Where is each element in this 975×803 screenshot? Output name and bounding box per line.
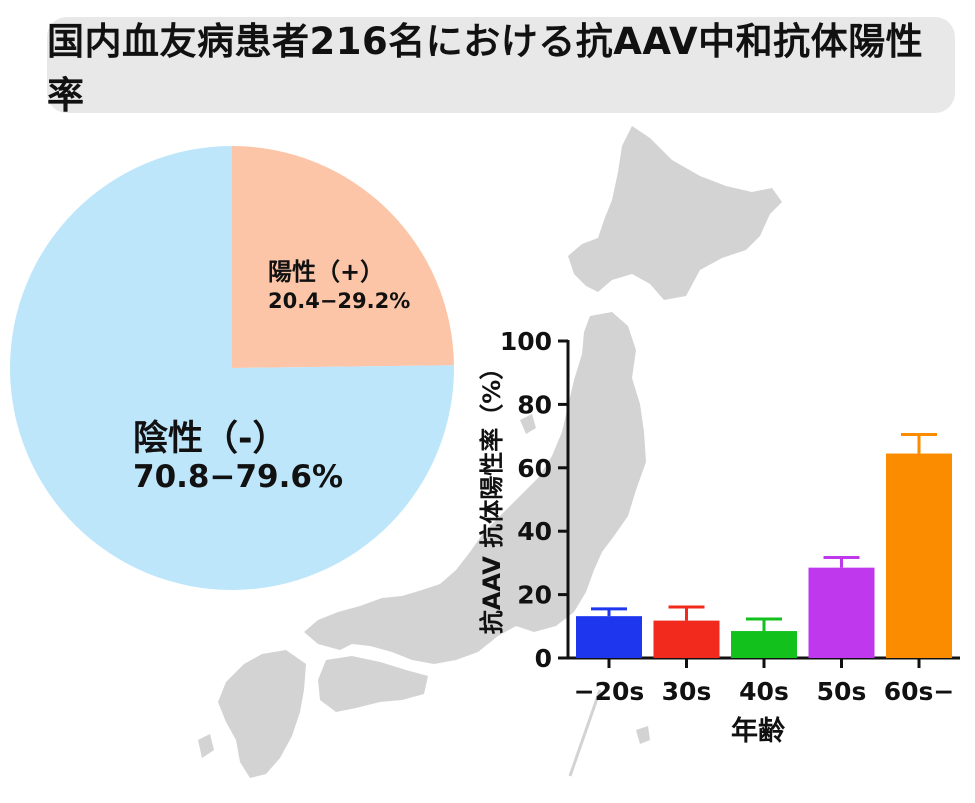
y-tick-label: 80 [517, 390, 552, 419]
pie-label-negative: 陰性（-） [133, 419, 288, 459]
y-tick-label: 60 [517, 454, 552, 483]
pie-label-positive: 陽性（+） [268, 258, 384, 286]
shikoku-shape [318, 656, 428, 712]
island-shape [636, 726, 650, 744]
x-tick-label-3: 50s [817, 677, 867, 706]
honshu-shape [304, 312, 646, 664]
map-divider-line [568, 689, 602, 777]
bar-3 [808, 567, 875, 658]
island-shape [198, 734, 214, 758]
y-tick-label: 0 [535, 644, 552, 673]
bar-2 [731, 631, 797, 658]
x-axis-label: 年齢 [731, 715, 785, 747]
y-axis-label: 抗AAV 抗体陽性率（%） [478, 356, 506, 635]
kyushu-shape [218, 650, 306, 778]
bar-chart-bars [576, 433, 952, 658]
hokkaido-shape [568, 126, 782, 300]
island-shape [520, 414, 536, 434]
pie-slice-positive [232, 146, 454, 368]
chart-title: 国内血友病患者216名における抗AAV中和抗体陽性率 [47, 20, 924, 117]
x-tick-label-4: 60s− [884, 677, 955, 706]
pie-range-negative: 70.8−79.6% [133, 459, 343, 495]
pie-slice-negative [10, 146, 454, 590]
bar-4 [886, 453, 952, 658]
x-tick-label-0: −20s [574, 677, 645, 706]
bar-0 [576, 616, 642, 658]
y-tick-label: 40 [517, 517, 552, 546]
x-tick-label-2: 40s [739, 677, 789, 706]
pie-range-positive: 20.4−29.2% [268, 289, 410, 313]
bar-1 [653, 620, 720, 658]
x-tick-label-1: 30s [662, 677, 712, 706]
y-tick-label: 100 [500, 327, 552, 356]
y-tick-label: 20 [517, 581, 552, 610]
bar-chart-axes: 0 20 40 60 80 100 −20s 30s 40s 50s 60s− [500, 327, 960, 706]
japan-map-shape [198, 126, 782, 778]
title-banner: 国内血友病患者216名における抗AAV中和抗体陽性率 [47, 17, 955, 117]
